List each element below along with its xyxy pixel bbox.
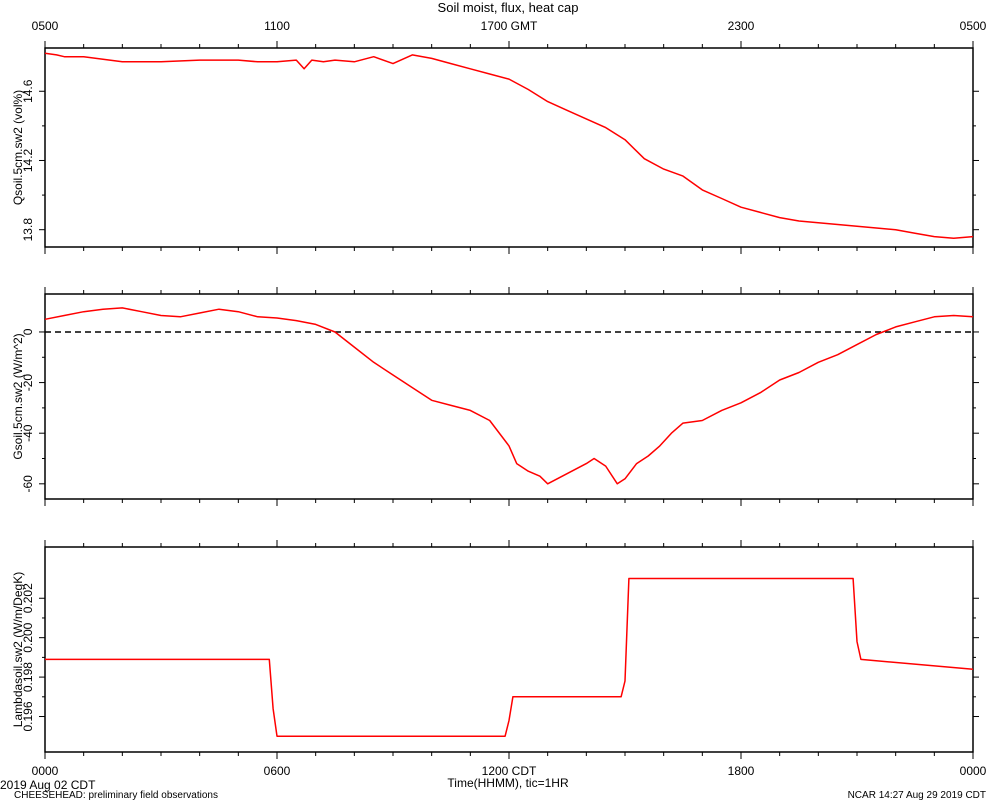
footer-date: 2019 Aug 02 CDT — [0, 778, 96, 792]
y-tick-label: 14.6 — [21, 79, 35, 103]
y-axis-label: Qsoil.5cm.sw2 (vol%) — [11, 90, 25, 205]
y-tick-label: 0.198 — [21, 662, 35, 692]
y-axis-label: Gsoil.5cm.sw2 (W/m^2) — [11, 333, 25, 459]
y-tick-label: 0.202 — [21, 583, 35, 613]
y-tick-label: 0.200 — [21, 622, 35, 652]
x-axis-label: Time(HHMM), tic=1HR — [447, 776, 569, 790]
series-line — [44, 307, 974, 485]
bottom-tick-label: 1800 — [728, 764, 755, 778]
y-tick-label: -20 — [21, 374, 35, 392]
chart-title: Soil moist, flux, heat cap — [438, 0, 579, 15]
y-axis-label: Lambdasoil.sw2 (W/m/DegK) — [11, 572, 25, 727]
bottom-tick-label: 1200 CDT — [482, 764, 537, 778]
top-tick-label: 0500 — [960, 19, 987, 33]
top-axis-labels: 0500 1100 1700 GMT 2300 0500 — [32, 19, 987, 33]
top-tick-label: 0500 — [32, 19, 59, 33]
bottom-tick-label: 0000 — [960, 764, 987, 778]
y-tick-label: -60 — [21, 475, 35, 493]
series-line — [44, 52, 974, 240]
y-tick-label: -40 — [21, 424, 35, 442]
top-tick-label: 1100 — [264, 19, 290, 33]
y-tick-label: 13.8 — [21, 218, 35, 242]
footer-stamp: NCAR 14:27 Aug 29 2019 CDT — [847, 790, 986, 801]
footer-project: CHEESEHEAD: preliminary field observatio… — [14, 790, 218, 801]
bottom-tick-label: 0000 — [32, 764, 59, 778]
y-tick-label: 14.2 — [21, 148, 35, 172]
y-tick-label: 0.196 — [21, 701, 35, 731]
bottom-tick-label: 0600 — [264, 764, 291, 778]
plot-frame — [44, 293, 974, 500]
y-tick-label: 0 — [21, 328, 35, 335]
series-line — [45, 577, 974, 737]
top-tick-label: 1700 GMT — [481, 19, 538, 33]
top-tick-label: 2300 — [728, 19, 755, 33]
plot-frame — [44, 47, 974, 248]
bottom-axis-labels: 0000 0600 1200 CDT 1800 0000 — [32, 764, 987, 778]
